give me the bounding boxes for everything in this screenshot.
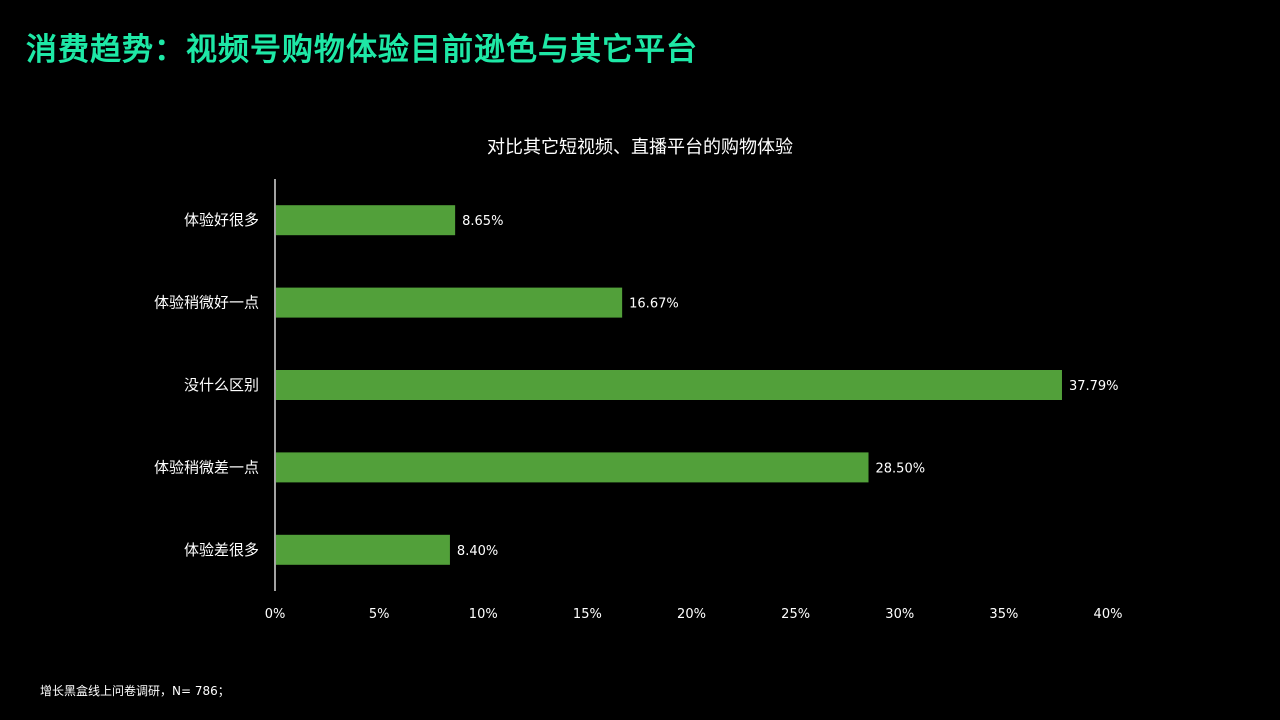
x-tick-label: 20% bbox=[677, 607, 706, 622]
x-tick-label: 35% bbox=[989, 607, 1018, 622]
category-label: 体验好很多 bbox=[184, 211, 259, 229]
category-label: 体验差很多 bbox=[184, 541, 259, 559]
x-tick-label: 25% bbox=[781, 607, 810, 622]
x-tick-label: 30% bbox=[885, 607, 914, 622]
value-label: 28.50% bbox=[876, 461, 926, 476]
category-label: 体验稍微好一点 bbox=[154, 294, 259, 312]
x-tick-label: 0% bbox=[265, 607, 286, 622]
value-label: 16.67% bbox=[629, 297, 679, 312]
x-tick-labels: 0% 5% 10% 15% 20% 25% 30% 35% 40% bbox=[265, 607, 1123, 622]
bars-group bbox=[276, 205, 1062, 565]
slide-title: 消费趋势：视频号购物体验目前逊色与其它平台 bbox=[26, 32, 698, 68]
value-label: 8.40% bbox=[457, 544, 498, 559]
source-footnote: 增长黑盒线上问卷调研，N= 786； bbox=[40, 684, 230, 698]
chart-title: 对比其它短视频、直播平台的购物体验 bbox=[487, 137, 793, 158]
category-label: 体验稍微差一点 bbox=[154, 458, 259, 476]
value-label: 37.79% bbox=[1069, 379, 1119, 394]
bar bbox=[276, 370, 1062, 400]
bar bbox=[276, 534, 450, 565]
x-tick-label: 5% bbox=[369, 607, 390, 622]
bar bbox=[276, 452, 869, 483]
x-tick-label: 40% bbox=[1094, 607, 1123, 622]
value-labels: 8.65% 16.67% 37.79% 28.50% 8.40% bbox=[457, 214, 1119, 559]
x-tick-label: 10% bbox=[469, 607, 498, 622]
bar bbox=[276, 287, 623, 318]
value-label: 8.65% bbox=[462, 214, 503, 229]
category-label: 没什么区别 bbox=[184, 376, 259, 394]
x-tick-label: 15% bbox=[573, 607, 602, 622]
bar bbox=[276, 205, 456, 236]
